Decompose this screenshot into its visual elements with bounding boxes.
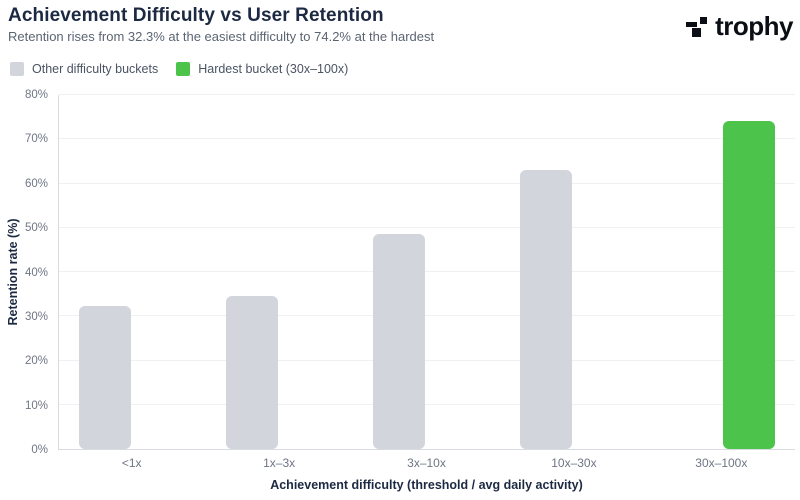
bar-group-4 <box>501 95 648 449</box>
trophy-logo-icon <box>686 16 708 37</box>
x-tick-label: 30x–100x <box>695 456 748 470</box>
y-tick-label: 40% <box>24 266 48 279</box>
x-tick-label: 3x–10x <box>407 456 446 470</box>
bar-slot <box>133 95 189 449</box>
bar-<1x[interactable] <box>78 306 131 449</box>
x-axis-title: Achievement difficulty (threshold / avg … <box>270 478 583 492</box>
bar-30x–100x[interactable] <box>723 120 776 449</box>
legend-label: Other difficulty buckets <box>32 62 159 76</box>
y-tick-label: 0% <box>31 444 48 456</box>
y-tick-label: 20% <box>24 355 48 368</box>
gridline <box>59 226 795 228</box>
plot-area <box>58 94 795 450</box>
x-tick-label: <1x <box>121 456 142 470</box>
bar-group-1 <box>59 95 206 449</box>
bar-slot <box>77 95 133 449</box>
gridline <box>59 315 795 317</box>
bar-1x–3x[interactable] <box>225 295 278 449</box>
legend-label: Hardest bucket (30x–100x) <box>198 62 349 76</box>
bar-slot <box>518 95 574 449</box>
bar-group-5 <box>648 95 795 449</box>
legend-swatch-green <box>176 62 191 76</box>
y-tick-label: 70% <box>24 133 48 146</box>
bar-group-2 <box>206 95 353 449</box>
bar-slot <box>280 95 336 449</box>
bar-slot <box>665 95 721 449</box>
trophy-logo-text: trophy <box>715 11 793 41</box>
y-axis-ticks: 0% 10% 20% 30% 40% 50% 60% 70% 80% <box>0 89 52 456</box>
bar-slot <box>574 95 630 449</box>
y-tick-label: 60% <box>24 177 48 190</box>
gridline <box>59 94 795 95</box>
retention-bar-chart: Retention rate (%) 0% 10% 20% 30% 40% 50% 60% 7… <box>0 89 800 500</box>
gridline <box>59 138 795 140</box>
page-title: Achievement Difficulty vs User Retention <box>8 5 384 26</box>
y-tick-label: 10% <box>24 399 48 412</box>
legend-item-hardest-bucket[interactable]: Hardest bucket (30x–100x) <box>176 62 348 76</box>
y-tick-label: 30% <box>24 310 48 323</box>
page-subtitle: Retention rises from 32.3% at the easies… <box>8 29 435 44</box>
gridline <box>59 403 795 405</box>
bar-group-3 <box>353 95 500 449</box>
bar-slot <box>427 95 483 449</box>
bars-row <box>59 95 795 449</box>
bar-10x–30x[interactable] <box>520 169 573 449</box>
x-axis-ticks: <1x 1x–3x 3x–10x 10x–30x 30x–100x <box>58 456 795 470</box>
gridline <box>59 271 795 272</box>
y-tick-label: 50% <box>24 222 48 235</box>
bar-slot <box>224 95 280 449</box>
y-tick-label: 80% <box>24 89 48 101</box>
bar-slot <box>371 95 427 449</box>
chart-legend: Other difficulty buckets Hardest bucket … <box>10 62 348 76</box>
legend-swatch-gray <box>10 62 24 76</box>
bar-3x–10x[interactable] <box>373 233 425 449</box>
gridline <box>59 182 795 184</box>
x-tick-label: 1x–3x <box>263 456 296 470</box>
trophy-logo: trophy <box>686 11 793 42</box>
legend-item-other-buckets[interactable]: Other difficulty buckets <box>10 62 158 76</box>
x-tick-label: 10x–30x <box>551 456 597 470</box>
bar-slot <box>721 95 777 449</box>
gridline <box>59 359 795 361</box>
